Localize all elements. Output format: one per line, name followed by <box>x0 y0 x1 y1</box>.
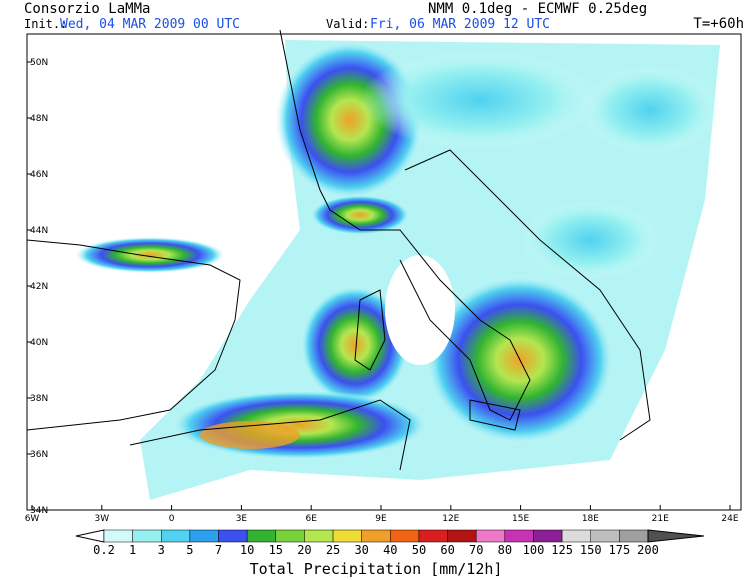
colorbar-label: 25 <box>326 543 340 557</box>
colorbar-label: 0.2 <box>93 543 115 557</box>
lat-label: 34N <box>30 506 48 516</box>
colorbar-low <box>75 529 105 543</box>
lon-label: 18E <box>582 514 599 524</box>
colorbar-box <box>504 529 534 543</box>
lon-label: 9E <box>375 514 387 524</box>
colorbar-label: 7 <box>215 543 222 557</box>
colorbar-box <box>361 529 391 543</box>
precip-field <box>75 40 720 500</box>
lon-label: 3E <box>236 514 248 524</box>
lat-label: 48N <box>30 114 48 124</box>
colorbar-label: 3 <box>158 543 165 557</box>
colorbar-box <box>533 529 563 543</box>
colorbar-label: 50 <box>412 543 426 557</box>
colorbar-box <box>590 529 620 543</box>
colorbar-box <box>418 529 448 543</box>
colorbar-label: 125 <box>551 543 573 557</box>
lat-label: 42N <box>30 282 48 292</box>
colorbar-box <box>332 529 362 543</box>
colorbar-label: 1 <box>129 543 136 557</box>
colorbar-box <box>218 529 248 543</box>
colorbar-box <box>390 529 420 543</box>
lon-label: 15E <box>512 514 529 524</box>
colorbar-box <box>619 529 649 543</box>
lon-label: 6E <box>305 514 317 524</box>
lon-label: 12E <box>442 514 459 524</box>
colorbar-label: 70 <box>469 543 483 557</box>
colorbar-box <box>246 529 277 543</box>
source: Consorzio LaMMa <box>24 1 150 17</box>
init-time: Wed, 04 MAR 2009 00 UTC <box>60 17 240 32</box>
colorbar-box <box>304 529 334 543</box>
colorbar-box <box>561 529 591 543</box>
colorbar-label: 175 <box>609 543 631 557</box>
lon-label: 3W <box>94 514 109 524</box>
colorbar-label: 20 <box>297 543 311 557</box>
lat-label: 40N <box>30 338 48 348</box>
lat-label: 38N <box>30 394 48 404</box>
colorbar-box <box>475 529 506 543</box>
lat-label: 44N <box>30 226 48 236</box>
colorbar-label: 80 <box>498 543 512 557</box>
map-frame <box>26 33 742 511</box>
colorbar-label: 10 <box>240 543 254 557</box>
colorbar-label: 15 <box>269 543 283 557</box>
colorbar-label: 60 <box>440 543 454 557</box>
colorbar-label: 150 <box>580 543 602 557</box>
colorbar-high <box>647 529 705 543</box>
colorbar-box <box>103 529 133 543</box>
lon-label: 0 <box>169 514 175 524</box>
colorbar-box <box>161 529 191 543</box>
colorbar-box <box>189 529 219 543</box>
colorbar-label: 5 <box>186 543 193 557</box>
colorbar-label: 100 <box>523 543 545 557</box>
valid-label: Valid: <box>326 17 369 31</box>
lat-label: 50N <box>30 58 48 68</box>
init-label: Init.: <box>24 17 67 31</box>
lon-label: 21E <box>652 514 669 524</box>
lon-label: 24E <box>721 514 738 524</box>
coastlines <box>26 29 651 471</box>
colorbar-box <box>132 529 162 543</box>
lead-time: T=+60h <box>693 16 744 32</box>
colorbar-title: Total Precipitation [mm/12h] <box>250 560 503 578</box>
colorbar-label: 30 <box>354 543 368 557</box>
lat-label: 36N <box>30 450 48 460</box>
lon-label: 6W <box>25 514 40 524</box>
colorbar-label: 40 <box>383 543 397 557</box>
colorbar-box <box>447 529 477 543</box>
model: NMM 0.1deg - ECMWF 0.25deg <box>428 1 647 17</box>
colorbar-box <box>275 529 305 543</box>
valid-time: Fri, 06 MAR 2009 12 UTC <box>370 17 550 32</box>
lat-label: 46N <box>30 170 48 180</box>
colorbar-label: 200 <box>637 543 659 557</box>
